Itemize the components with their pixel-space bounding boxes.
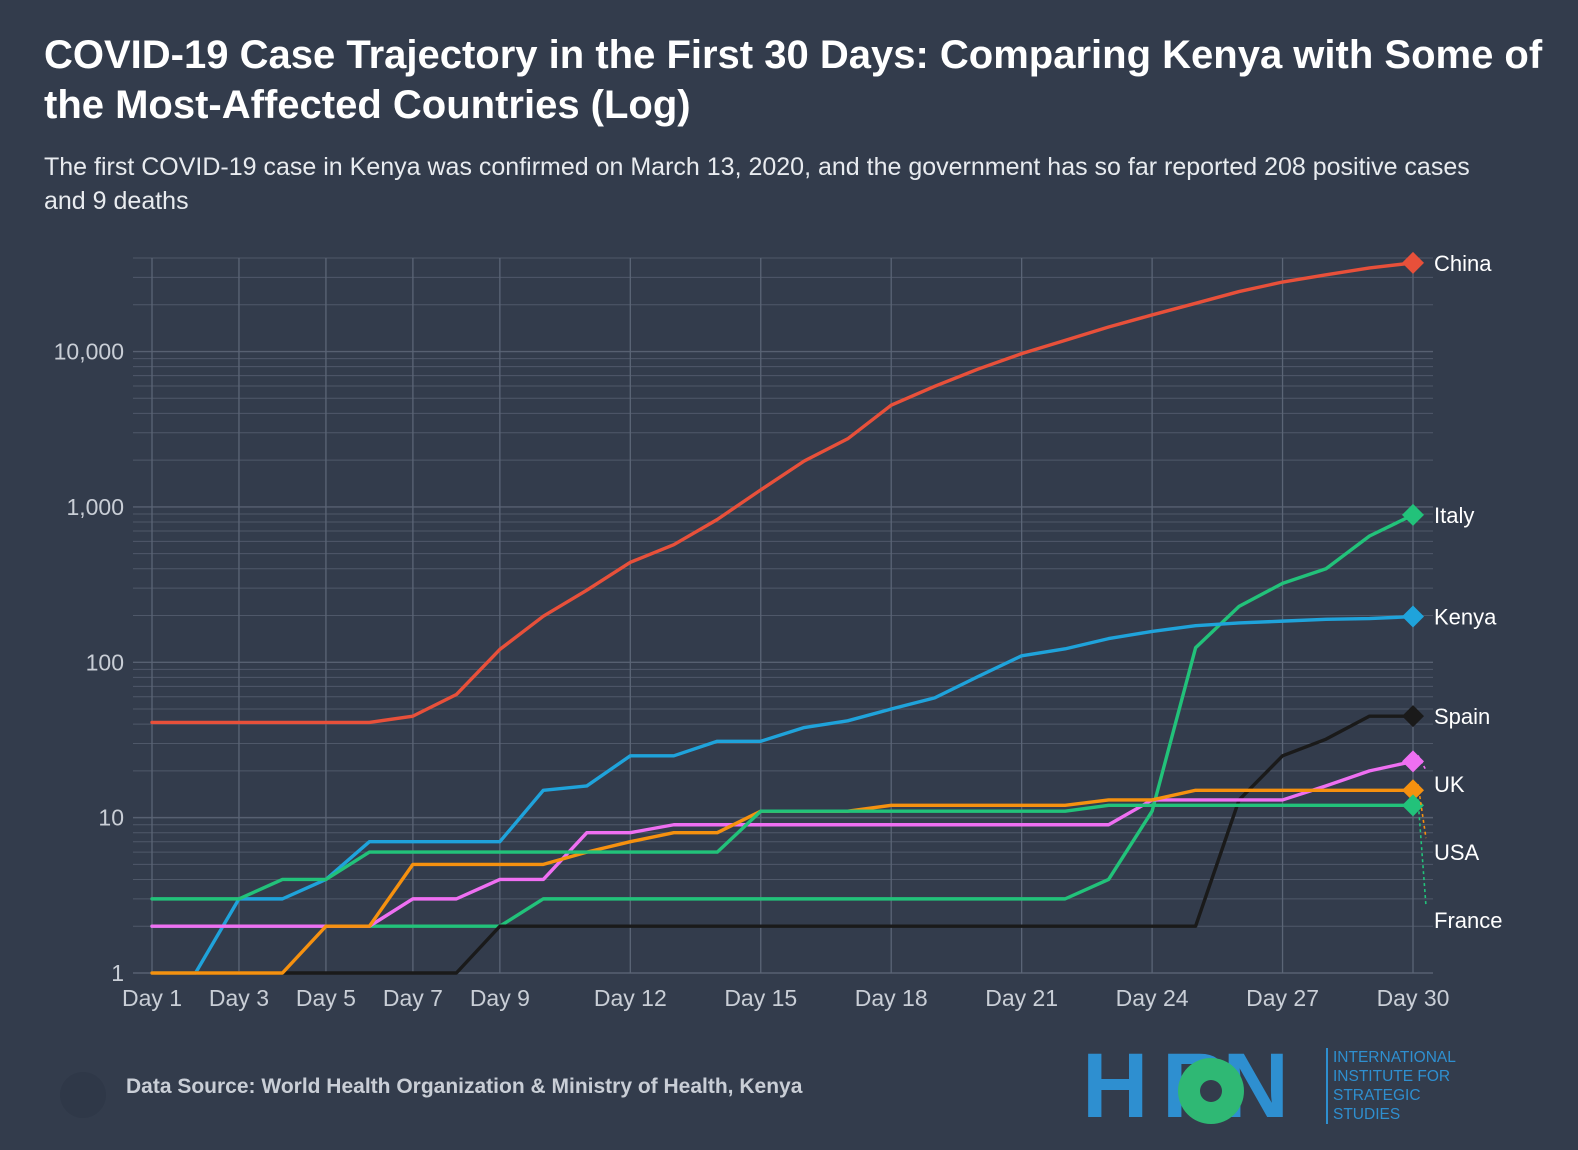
series-line-spain (150, 714, 1415, 975)
y-tick-label: 10 (98, 805, 124, 831)
end-label-italy: Italy (1434, 503, 1474, 528)
chart-title: COVID-19 Case Trajectory in the First 30… (44, 33, 1543, 127)
x-tick-label: Day 1 (122, 985, 182, 1011)
end-label-spain: Spain (1434, 704, 1490, 729)
horn-logo-text: INTERNATIONAL INSTITUTE FOR STRATEGIC ST… (1326, 1048, 1456, 1124)
y-tick-label: 10,000 (54, 339, 124, 365)
x-tick-label: Day 12 (594, 985, 667, 1011)
horn-logo: H RN INTERNATIONAL INSTITUTE FOR STRATEG… (1082, 1040, 1462, 1132)
end-label-france: France (1434, 908, 1502, 933)
series-line-china (150, 261, 1415, 725)
x-tick-label: Day 18 (855, 985, 928, 1011)
chart-axes: Day 1 Day 3 Day 5 Day 7 Day 9 Day 12 Day 15 Day… (54, 339, 1450, 1011)
series-line-france (150, 803, 1415, 901)
end-label-leader (1417, 784, 1427, 839)
horn-logo-o-icon (1178, 1058, 1244, 1124)
end-marker-spain (1402, 705, 1424, 728)
end-label-uk: UK (1434, 772, 1465, 797)
series-line-kenya (150, 614, 1415, 975)
end-label-china: China (1434, 251, 1492, 276)
chart-end-labels: China Italy Kenya Spain UK USA France (1417, 251, 1502, 933)
x-tick-label: Day 9 (470, 985, 530, 1011)
end-label-kenya: Kenya (1434, 605, 1497, 630)
x-tick-label: Day 15 (724, 985, 797, 1011)
x-tick-label: Day 24 (1116, 985, 1189, 1011)
y-tick-label: 100 (86, 649, 124, 675)
end-marker-italy (1402, 503, 1424, 526)
end-marker-kenya (1402, 605, 1424, 628)
x-tick-label: Day 3 (209, 985, 269, 1011)
x-tick-label: Day 27 (1246, 985, 1319, 1011)
corner-logo-icon (60, 1072, 106, 1118)
chart-end-markers (1402, 251, 1424, 817)
x-tick-label: Day 7 (383, 985, 443, 1011)
data-source-note: Data Source: World Health Organization &… (126, 1075, 803, 1098)
end-marker-china (1402, 251, 1424, 274)
end-label-leader (1417, 755, 1427, 771)
x-tick-label: Day 5 (296, 985, 356, 1011)
chart-subtitle: The first COVID-19 case in Kenya was con… (44, 153, 1470, 215)
chart-series (150, 261, 1415, 975)
x-tick-label: Day 21 (985, 985, 1058, 1011)
x-tick-label: Day 30 (1377, 985, 1450, 1011)
end-label-usa: USA (1434, 840, 1480, 865)
chart-grid (133, 257, 1433, 974)
y-tick-label: 1,000 (66, 494, 124, 520)
y-tick-label: 1 (111, 960, 124, 986)
